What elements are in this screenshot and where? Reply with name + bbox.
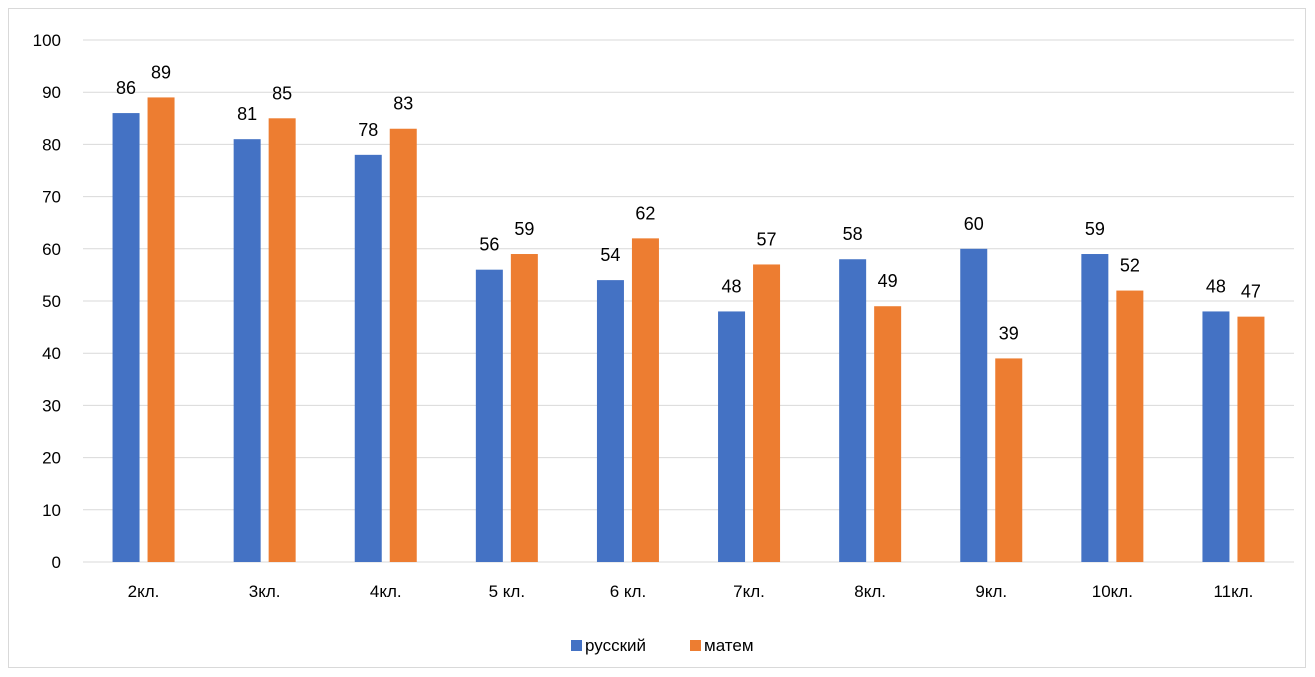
- y-tick-label: 0: [52, 553, 61, 572]
- bar: [112, 113, 140, 562]
- bar: [839, 259, 867, 562]
- data-label: 60: [964, 214, 984, 234]
- data-label: 57: [757, 229, 777, 249]
- y-tick-label: 60: [42, 240, 61, 259]
- data-label: 85: [272, 83, 292, 103]
- y-tick-label: 30: [42, 396, 61, 415]
- data-label: 62: [635, 203, 655, 223]
- bar: [268, 118, 296, 563]
- data-label: 58: [843, 224, 863, 244]
- y-tick-label: 70: [42, 188, 61, 207]
- data-label: 47: [1241, 282, 1261, 302]
- bar: [389, 128, 417, 563]
- legend-swatch: [690, 640, 701, 651]
- data-label: 48: [1206, 276, 1226, 296]
- data-label: 49: [878, 271, 898, 291]
- data-label: 48: [722, 276, 742, 296]
- y-tick-label: 80: [42, 135, 61, 154]
- data-label: 52: [1120, 256, 1140, 276]
- data-label: 89: [151, 62, 171, 82]
- legend-label: русский: [585, 636, 646, 655]
- bar: [874, 306, 902, 562]
- y-tick-label: 20: [42, 449, 61, 468]
- y-tick-label: 50: [42, 292, 61, 311]
- data-label: 81: [237, 104, 257, 124]
- y-tick-label: 40: [42, 344, 61, 363]
- y-tick-label: 100: [33, 31, 61, 50]
- bar: [960, 248, 988, 563]
- data-label: 59: [514, 219, 534, 239]
- legend-label: матем: [704, 636, 754, 655]
- x-tick-label: 3кл.: [249, 582, 281, 601]
- x-tick-label: 4кл.: [370, 582, 402, 601]
- data-label: 78: [358, 120, 378, 140]
- legend-swatch: [571, 640, 582, 651]
- bar: [510, 254, 538, 562]
- x-tick-label: 8кл.: [854, 582, 886, 601]
- bar: [354, 154, 382, 562]
- bar: [1237, 316, 1265, 562]
- bar: [1116, 290, 1144, 562]
- y-tick-label: 90: [42, 83, 61, 102]
- x-tick-label: 11кл.: [1213, 582, 1253, 601]
- data-label: 83: [393, 94, 413, 114]
- x-tick-label: 10кл.: [1092, 582, 1133, 601]
- bar: [596, 280, 624, 562]
- bar: [147, 97, 175, 563]
- bar: [753, 264, 781, 562]
- bar: [1081, 254, 1109, 562]
- data-label: 56: [479, 235, 499, 255]
- bar: [631, 238, 659, 563]
- bar: [718, 311, 746, 562]
- x-tick-label: 7кл.: [733, 582, 765, 601]
- data-label: 54: [600, 245, 620, 265]
- y-tick-label: 10: [42, 501, 61, 520]
- data-label: 39: [999, 323, 1019, 343]
- data-label: 86: [116, 78, 136, 98]
- bar: [995, 358, 1023, 562]
- x-tick-label: 2кл.: [128, 582, 160, 601]
- x-tick-label: 6 кл.: [610, 582, 646, 601]
- bar: [475, 269, 503, 562]
- x-tick-label: 5 кл.: [489, 582, 525, 601]
- bar: [233, 139, 261, 562]
- data-label: 59: [1085, 219, 1105, 239]
- bar: [1202, 311, 1230, 562]
- x-tick-label: 9кл.: [975, 582, 1007, 601]
